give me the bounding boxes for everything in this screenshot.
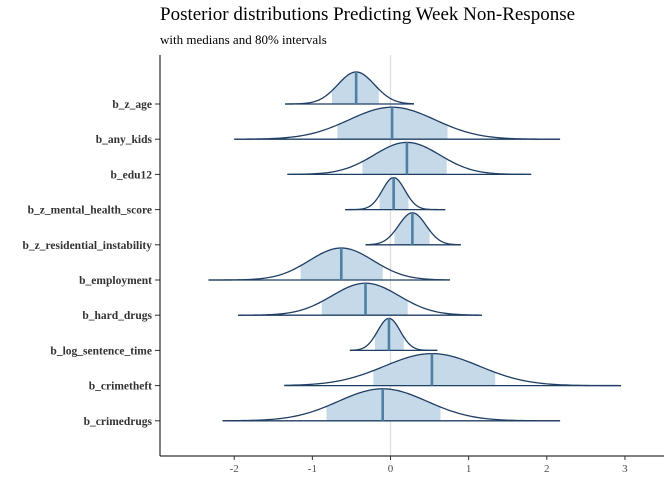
y-axis-labels: b_z_age b_any_kids b_edu12 b_z_mental_healt… — [23, 99, 160, 428]
ridges-layer — [208, 55, 622, 456]
x-tick-label: 1 — [466, 463, 472, 475]
density-curve-b-edu12 — [287, 141, 532, 176]
x-tick-label: 0 — [388, 463, 394, 475]
y-label-b-z-residential-instability: b_z_residential_instability — [23, 240, 153, 252]
y-label-b-log-sentence-time: b_log_sentence_time — [50, 345, 152, 357]
y-label-b-hard-drugs: b_hard_drugs — [82, 310, 152, 322]
x-tick-label: -1 — [308, 463, 317, 475]
density-curve-b-z-age — [285, 71, 414, 105]
x-tick-label: 2 — [544, 463, 550, 475]
interval-area-b-edu12 — [362, 142, 447, 175]
y-label-b-any-kids: b_any_kids — [96, 134, 153, 146]
x-axis: -2 -1 0 1 2 3 — [159, 55, 664, 475]
chart-title: Posterior distributions Predicting Week … — [160, 4, 576, 25]
y-label-b-z-age: b_z_age — [112, 99, 152, 111]
y-label-b-z-mental-health-score: b_z_mental_health_score — [28, 205, 152, 217]
interval-area-b-crimetheft — [373, 353, 496, 386]
y-label-b-edu12: b_edu12 — [110, 169, 152, 181]
density-curve-b-hard-drugs — [238, 282, 482, 316]
y-label-b-employment: b_employment — [79, 275, 152, 287]
y-label-b-crimetheft: b_crimetheft — [89, 381, 152, 393]
density-curve-b-any-kids — [234, 106, 561, 140]
y-label-b-crimedrugs: b_crimedrugs — [84, 416, 153, 428]
x-tick-label: -2 — [230, 463, 239, 475]
x-tick-label: 3 — [622, 463, 628, 475]
chart-subtitle: with medians and 80% intervals — [160, 32, 327, 47]
density-curve-b-crimedrugs — [222, 388, 561, 422]
